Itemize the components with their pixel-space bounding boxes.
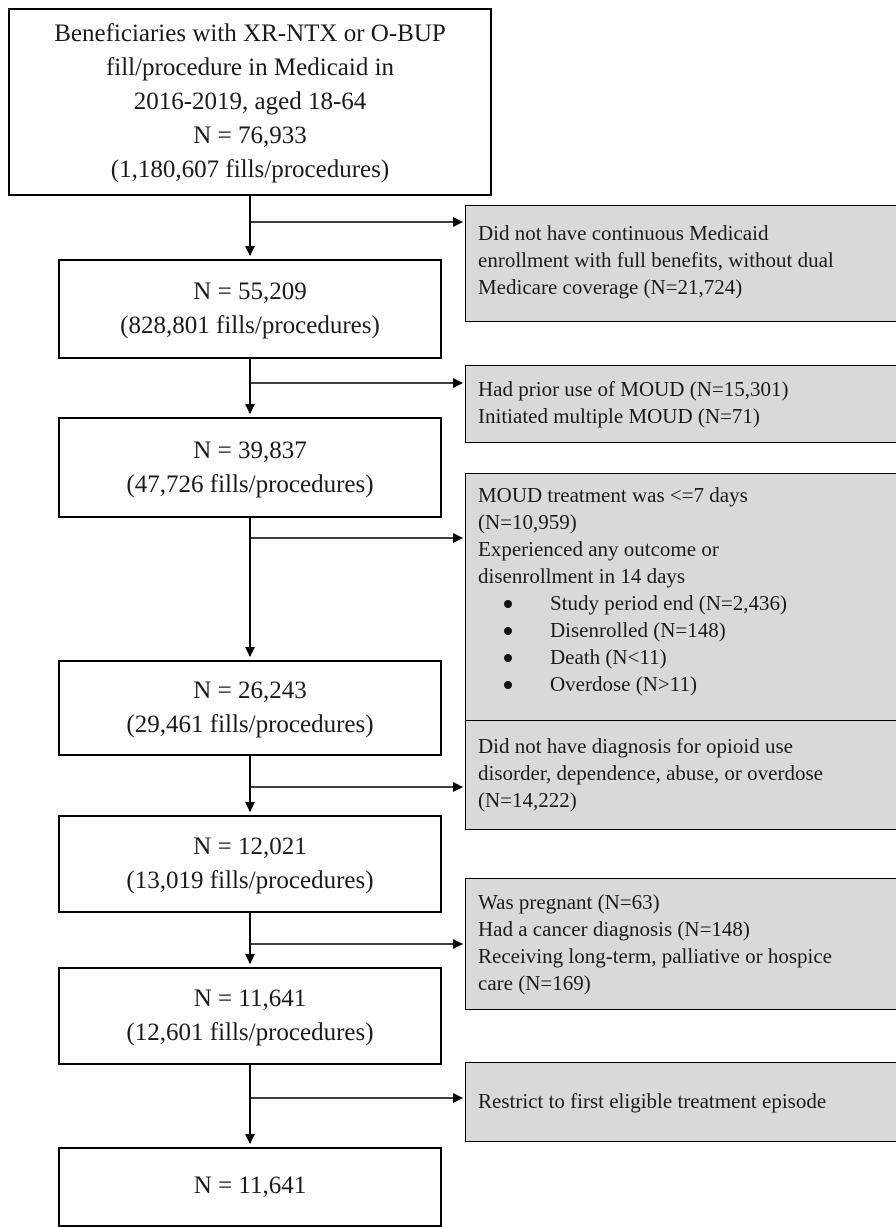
cohort-count: N = 11,641	[193, 1172, 307, 1199]
exclusion-line: (N=14,222)	[478, 788, 577, 812]
cohort-box-4: N = 26,243 (29,461 fills/procedures)	[58, 660, 442, 756]
exclusion-line: Was pregnant (N=63)	[478, 890, 660, 914]
cohort-count: N = 11,641	[193, 985, 307, 1012]
cohort-count: N = 12,021	[193, 833, 307, 860]
exclusion-line: Had prior use of MOUD (N=15,301)	[478, 377, 789, 401]
cohort-fills: (47,726 fills/procedures)	[126, 470, 374, 498]
cohort-box-6: N = 11,641 (12,601 fills/procedures)	[58, 967, 442, 1065]
outcome-bullet-list: Study period end (N=2,436) Disenrolled (…	[478, 590, 896, 698]
exclusion-line: Did not have diagnosis for opioid use	[478, 734, 793, 758]
exclusion-line: Restrict to first eligible treatment epi…	[478, 1089, 827, 1113]
cohort-count: N = 76,933	[193, 122, 307, 149]
cohort-fills: (13,019 fills/procedures)	[126, 867, 374, 894]
exclusion-line: Medicare coverage (N=21,724)	[478, 275, 743, 299]
cohort-fills: (1,180,607 fills/procedures)	[110, 156, 390, 183]
cohort-line: 2016-2019, aged 18-64	[133, 88, 367, 115]
cohort-box-3: N = 39,837 (47,726 fills/procedures)	[58, 417, 442, 518]
exclusion-line: Initiated multiple MOUD (N=71)	[478, 404, 760, 428]
cohort-line: Beneficiaries with XR-NTX or O-BUP	[54, 20, 446, 47]
exclusion-line: (N=10,959)	[478, 510, 577, 534]
exclusion-box-1: Did not have continuous Medicaid enrollm…	[465, 205, 896, 322]
cohort-box-1: Beneficiaries with XR-NTX or O-BUP fill/…	[8, 8, 492, 196]
exclusion-box-4: Did not have diagnosis for opioid use di…	[465, 720, 896, 830]
cohort-fills: (828,801 fills/procedures)	[120, 312, 380, 339]
exclusion-box-5: Was pregnant (N=63) Had a cancer diagnos…	[465, 878, 896, 1010]
bullet-item: Disenrolled (N=148)	[478, 617, 896, 644]
exclusion-line: Had a cancer diagnosis (N=148)	[478, 917, 750, 941]
exclusion-line: MOUD treatment was <=7 days	[478, 483, 748, 507]
cohort-box-7: N = 11,641	[58, 1147, 442, 1227]
exclusion-line: disorder, dependence, abuse, or overdose	[478, 761, 823, 785]
cohort-box-2: N = 55,209 (828,801 fills/procedures)	[58, 259, 442, 359]
cohort-count: N = 55,209	[193, 278, 307, 305]
cohort-fills: (29,461 fills/procedures)	[126, 711, 374, 738]
exclusion-box-6: Restrict to first eligible treatment epi…	[465, 1062, 896, 1142]
exclusion-line: Receiving long-term, palliative or hospi…	[478, 944, 832, 968]
exclusion-line: Experienced any outcome or	[478, 537, 719, 561]
cohort-box-5: N = 12,021 (13,019 fills/procedures)	[58, 815, 442, 913]
exclusion-line: enrollment with full benefits, without d…	[478, 248, 834, 272]
cohort-fills: (12,601 fills/procedures)	[126, 1019, 374, 1046]
cohort-count: N = 26,243	[193, 677, 307, 704]
exclusion-box-2: Had prior use of MOUD (N=15,301) Initiat…	[465, 365, 896, 443]
exclusion-line: Did not have continuous Medicaid	[478, 221, 769, 245]
exclusion-line: disenrollment in 14 days	[478, 564, 686, 588]
exclusion-box-3: MOUD treatment was <=7 days (N=10,959) E…	[465, 473, 896, 721]
exclusion-line: care (N=169)	[478, 971, 591, 995]
bullet-item: Overdose (N>11)	[478, 671, 896, 698]
cohort-count: N = 39,837	[193, 436, 307, 464]
bullet-item: Study period end (N=2,436)	[478, 590, 896, 617]
cohort-line: fill/procedure in Medicaid in	[105, 54, 395, 81]
bullet-item: Death (N<11)	[478, 644, 896, 671]
